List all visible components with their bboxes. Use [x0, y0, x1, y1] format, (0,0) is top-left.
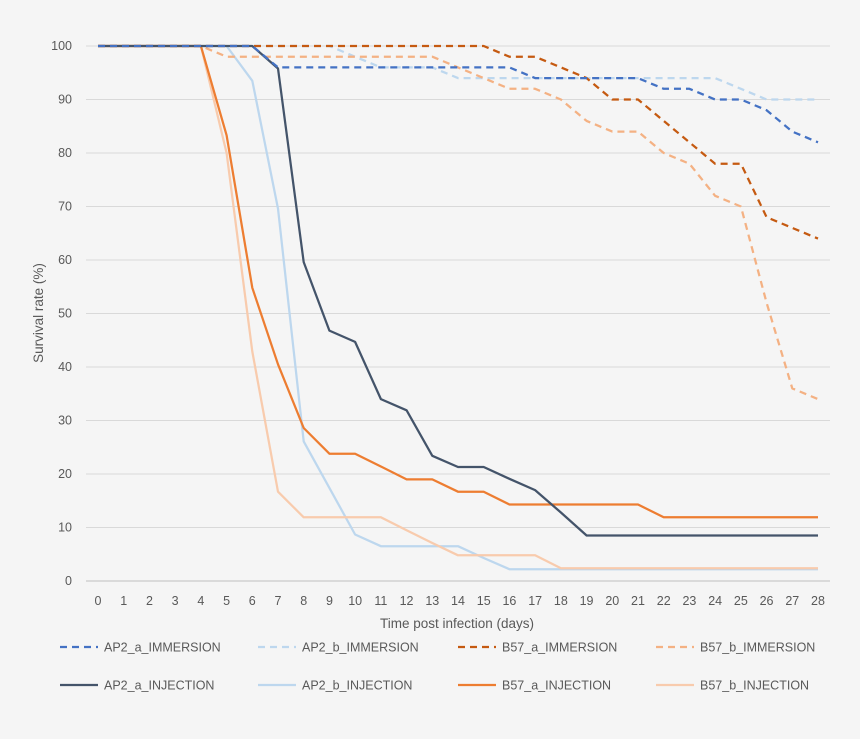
y-axis-title: Survival rate (%)	[31, 263, 46, 363]
series-lines	[98, 44, 819, 571]
x-axis-ticks: 0 1 2 3 4 5 6 7 8 9 10 11 12 13 14 15 16 17 18 19 20 21 22 23 24…	[95, 594, 825, 608]
x-tick-label: 22	[657, 594, 671, 608]
x-tick-label: 4	[197, 594, 204, 608]
series-line-ap2-b-immersion	[98, 44, 818, 101]
y-tick-label: 40	[58, 360, 72, 374]
legend-item: AP2_a_INJECTION	[60, 679, 214, 693]
x-tick-label: 17	[528, 594, 542, 608]
x-tick-label: 13	[425, 594, 439, 608]
x-tick-label: 27	[785, 594, 799, 608]
x-tick-label: 15	[477, 594, 491, 608]
legend-label: AP2_b_INJECTION	[302, 679, 412, 693]
legend: AP2_a_IMMERSION AP2_b_IMMERSION B57_a_IMME…	[60, 641, 815, 693]
x-tick-label: 8	[300, 594, 307, 608]
legend-item: B57_a_INJECTION	[458, 679, 611, 693]
legend-label: AP2_a_IMMERSION	[104, 641, 221, 655]
x-tick-label: 23	[682, 594, 696, 608]
x-tick-label: 2	[146, 594, 153, 608]
x-tick-label: 18	[554, 594, 568, 608]
series-line-ap2-a-injection	[98, 44, 818, 537]
y-tick-label: 30	[58, 414, 72, 428]
legend-item: B57_b_INJECTION	[656, 679, 809, 693]
x-tick-label: 12	[400, 594, 414, 608]
legend-label: B57_a_INJECTION	[502, 679, 611, 693]
x-tick-label: 26	[760, 594, 774, 608]
legend-label: B57_b_IMMERSION	[700, 641, 815, 655]
x-tick-label: 16	[502, 594, 516, 608]
series-line-b57-a-immersion	[98, 44, 819, 240]
legend-label: B57_b_INJECTION	[700, 679, 809, 693]
x-tick-label: 6	[249, 594, 256, 608]
x-tick-label: 25	[734, 594, 748, 608]
x-tick-label: 5	[223, 594, 230, 608]
x-tick-label: 3	[172, 594, 179, 608]
y-tick-label: 70	[58, 200, 72, 214]
x-tick-label: 19	[580, 594, 594, 608]
x-tick-label: 20	[605, 594, 619, 608]
y-tick-label: 60	[58, 253, 72, 267]
gridlines	[86, 45, 830, 582]
y-tick-label: 0	[65, 574, 72, 588]
x-tick-label: 21	[631, 594, 645, 608]
legend-item: B57_a_IMMERSION	[458, 641, 617, 655]
y-axis-ticks: 0 10 20 30 40 50 60 70 80 90 100	[51, 39, 72, 588]
x-tick-label: 1	[120, 594, 127, 608]
x-tick-label: 28	[811, 594, 825, 608]
x-tick-label: 0	[95, 594, 102, 608]
y-tick-label: 10	[58, 521, 72, 535]
x-tick-label: 7	[275, 594, 282, 608]
series-line-b57-b-immersion	[98, 44, 819, 401]
legend-item: AP2_a_IMMERSION	[60, 641, 221, 655]
x-tick-label: 24	[708, 594, 722, 608]
legend-label: B57_a_IMMERSION	[502, 641, 617, 655]
legend-item: AP2_b_IMMERSION	[258, 641, 419, 655]
x-tick-label: 14	[451, 594, 465, 608]
series-line-b57-a-injection	[98, 44, 818, 519]
series-line-b57-b-injection	[98, 44, 818, 570]
legend-label: AP2_b_IMMERSION	[302, 641, 419, 655]
y-tick-label: 90	[58, 93, 72, 107]
y-tick-label: 50	[58, 307, 72, 321]
series-line-ap2-a-immersion	[98, 44, 819, 144]
legend-item: B57_b_IMMERSION	[656, 641, 815, 655]
y-tick-label: 20	[58, 467, 72, 481]
legend-label: AP2_a_INJECTION	[104, 679, 214, 693]
legend-item: AP2_b_INJECTION	[258, 679, 412, 693]
x-tick-label: 10	[348, 594, 362, 608]
y-tick-label: 100	[51, 39, 72, 53]
x-axis-title: Time post infection (days)	[380, 616, 534, 631]
x-tick-label: 9	[326, 594, 333, 608]
x-tick-label: 11	[374, 594, 387, 608]
y-tick-label: 80	[58, 146, 72, 160]
